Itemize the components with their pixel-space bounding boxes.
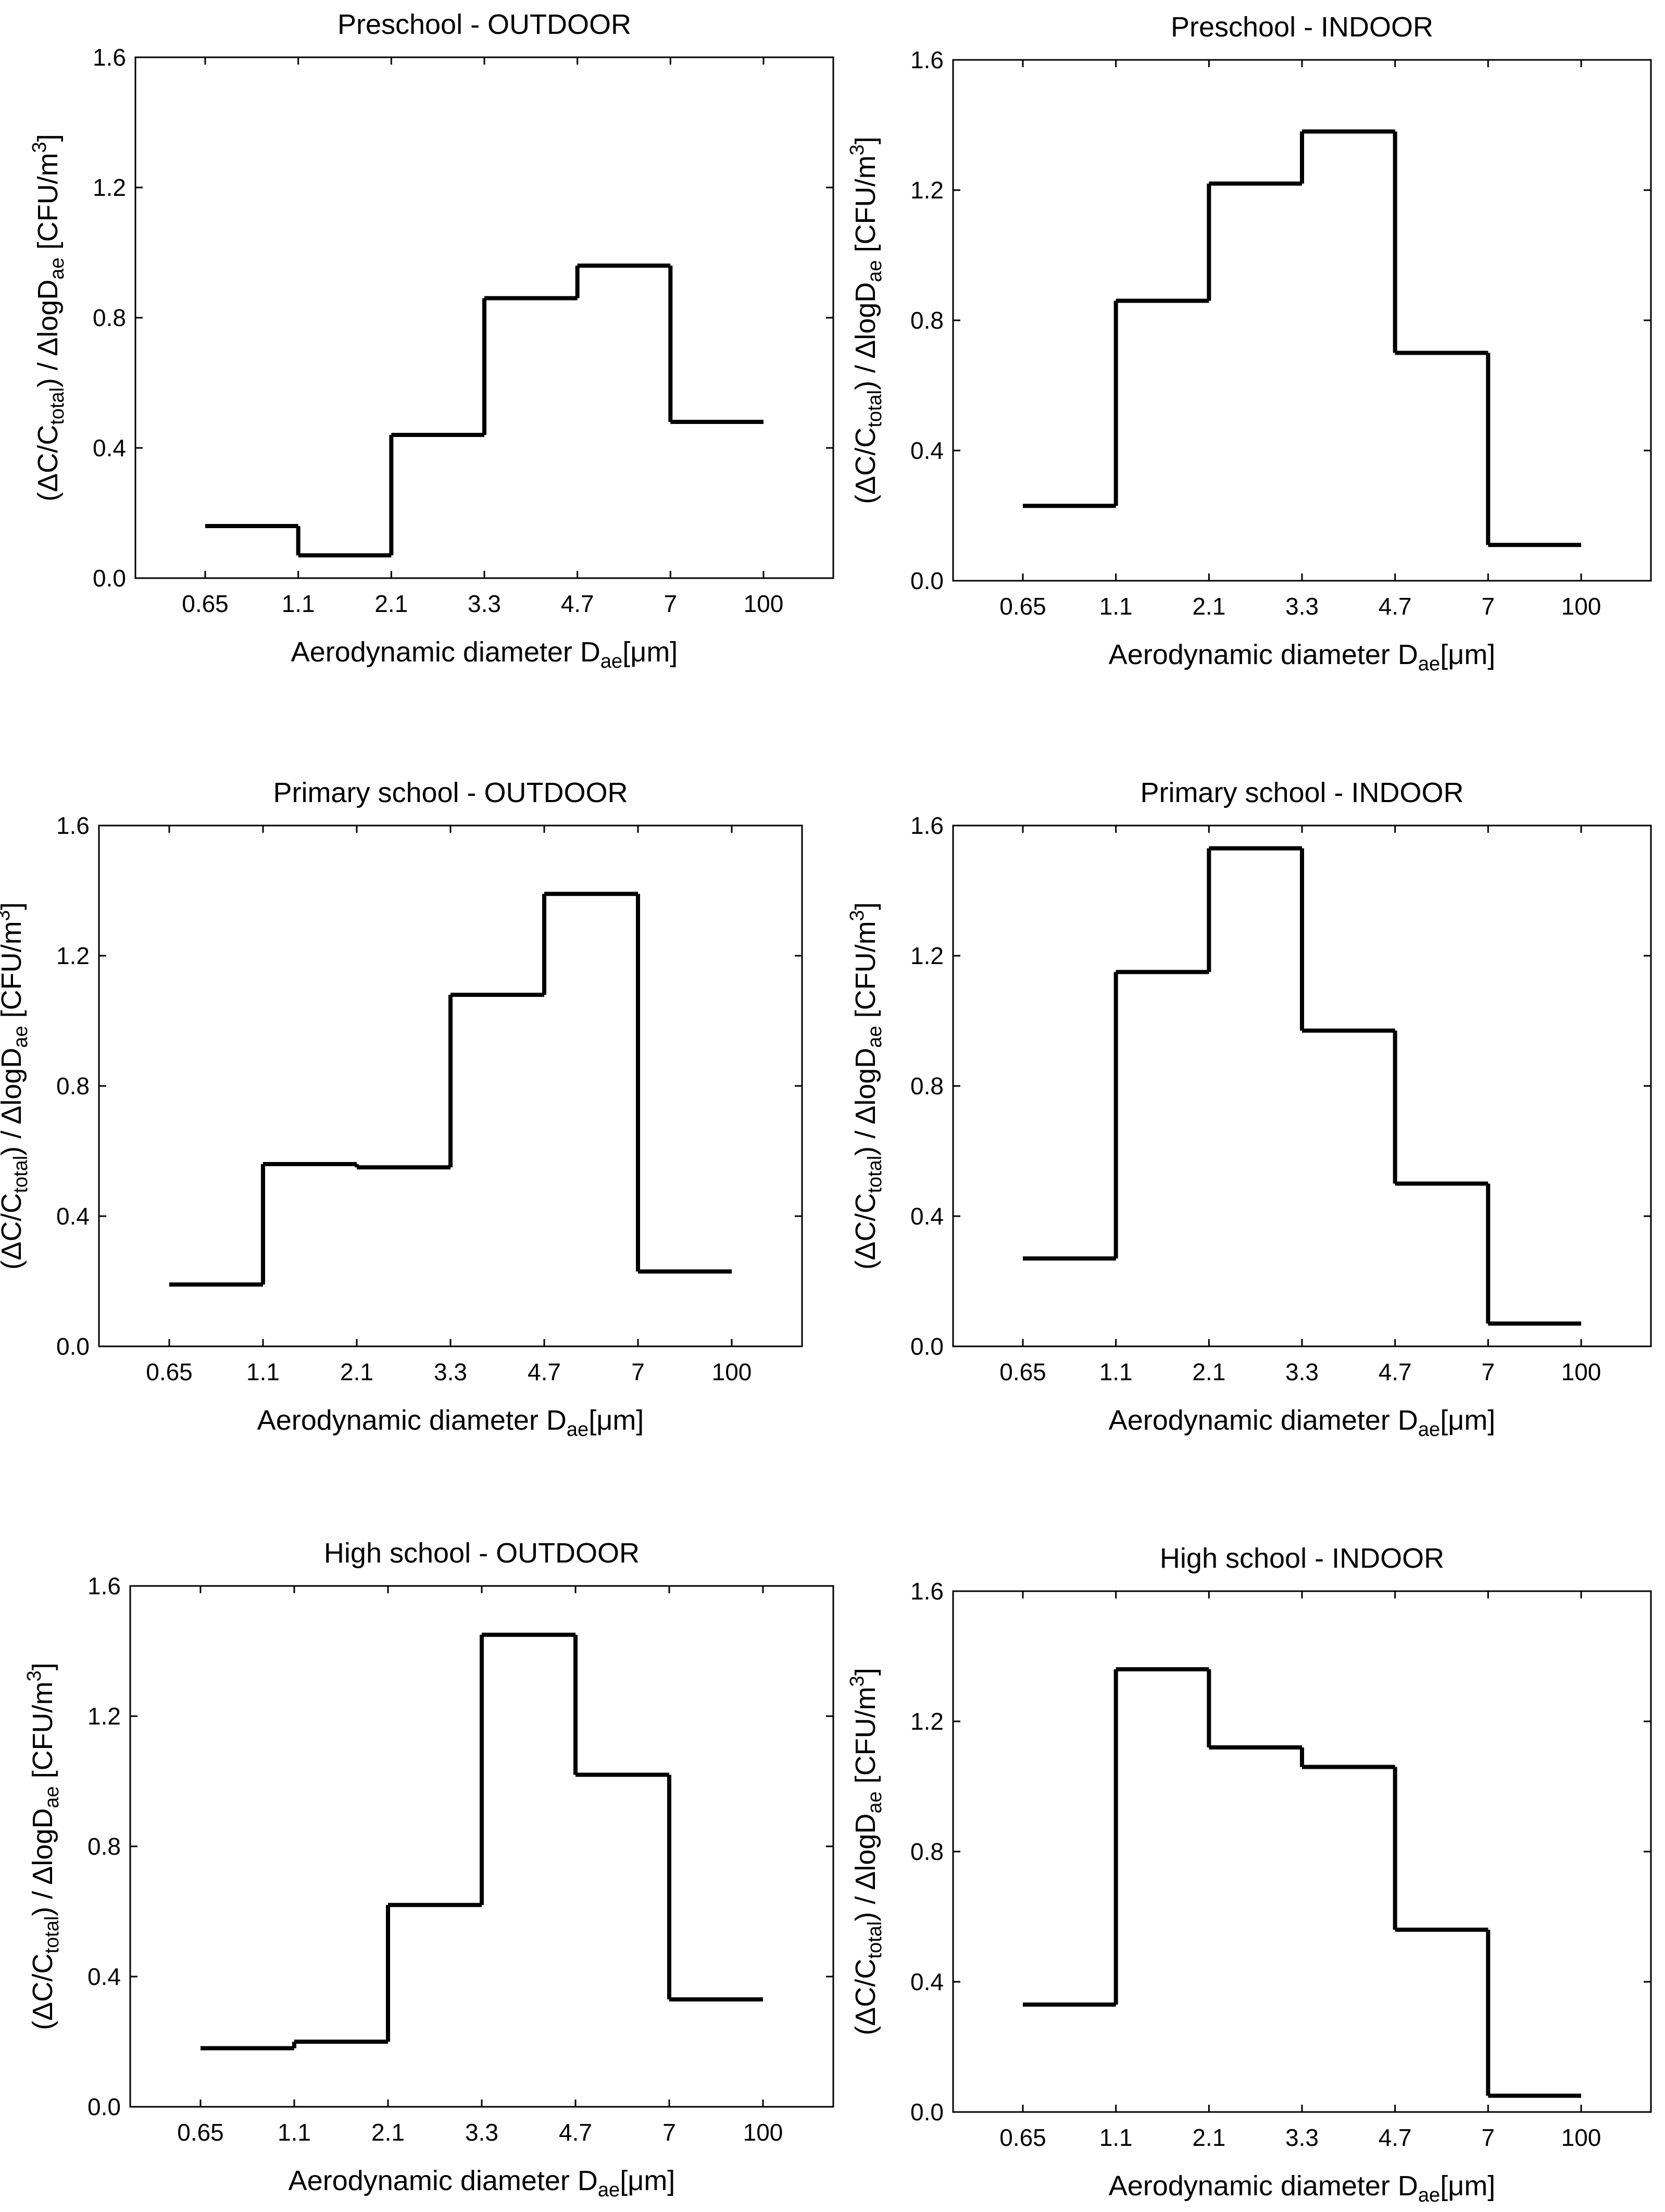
x-tick-label: 3.3	[434, 1358, 467, 1385]
x-tick-label: 7	[631, 1358, 645, 1385]
chart-title: Primary school - OUTDOOR	[273, 777, 628, 808]
chart-panel-4: Primary school - INDOOR 0.0 0.4 0.8 1.2 1.6 0.…	[846, 777, 1652, 1441]
y-tick-label: 1.6	[910, 46, 944, 73]
x-tick-label: 4.7	[1379, 593, 1412, 620]
y-tick-label: 1.2	[910, 177, 944, 204]
y-tick-label: 1.6	[910, 812, 944, 839]
y-tick-label: 1.6	[910, 1578, 944, 1605]
x-tick-label: 3.3	[465, 2119, 498, 2146]
y-tick-label: 0.4	[56, 1203, 90, 1230]
y-axis-label: (ΔC/Ctotal) / ΔlogDae [CFU/m3]	[846, 136, 886, 504]
x-tick-label: 3.3	[1285, 2124, 1319, 2151]
y-axis-label: (ΔC/Ctotal) / ΔlogDae [CFU/m3]	[846, 1668, 886, 2035]
chart-panel-3: Primary school - OUTDOOR 0.0 0.4 0.8 1.2 1.6 0…	[0, 777, 803, 1441]
chart-panel-5: High school - OUTDOOR 0.0 0.4 0.8 1.2 1.6 0.65…	[23, 1538, 834, 2201]
x-tick-label: 7	[664, 590, 678, 617]
y-tick-label: 0.0	[910, 1333, 944, 1360]
x-tick-label: 4.7	[528, 1358, 561, 1385]
x-tick-label: 3.3	[1285, 593, 1319, 620]
x-tick-label: 7	[1482, 1358, 1495, 1385]
x-tick-label: 100	[744, 590, 784, 617]
x-tick-label: 100	[743, 2119, 783, 2146]
x-tick-label: 100	[1561, 593, 1601, 620]
x-tick-label: 7	[662, 2119, 676, 2146]
y-tick-label: 0.0	[910, 2098, 944, 2126]
x-axis-label: Aerodynamic diameter Dae[μm]	[1109, 2170, 1496, 2206]
y-tick-label: 0.8	[910, 1838, 944, 1865]
x-tick-label: 0.65	[182, 590, 229, 617]
x-tick-label: 2.1	[1192, 593, 1225, 620]
x-tick-label: 3.3	[1285, 1358, 1319, 1385]
chart-panel-1: Preschool - OUTDOOR 0.0 0.4 0.8 1.2 1.6 0.65 1.…	[29, 9, 834, 672]
x-tick-label: 4.7	[1379, 2124, 1412, 2151]
x-tick-label: 1.1	[246, 1358, 280, 1385]
x-tick-label: 0.65	[999, 593, 1046, 620]
x-tick-label: 2.1	[371, 2119, 405, 2146]
y-tick-label: 1.2	[87, 1703, 121, 1730]
x-tick-label: 0.65	[177, 2119, 224, 2146]
x-tick-label: 100	[1561, 2124, 1601, 2151]
x-tick-label: 0.65	[999, 1358, 1046, 1385]
y-tick-label: 0.4	[910, 437, 944, 464]
x-tick-label: 2.1	[340, 1358, 373, 1385]
y-tick-label: 0.8	[910, 1072, 944, 1099]
y-axis-label: (ΔC/Ctotal) / ΔlogDae [CFU/m3]	[0, 902, 32, 1269]
chart-title: High school - OUTDOOR	[324, 1538, 640, 1569]
chart-panel-6: High school - INDOOR 0.0 0.4 0.8 1.2 1.6 0.65 1…	[846, 1543, 1652, 2206]
x-tick-label: 1.1	[1099, 593, 1133, 620]
x-tick-label: 4.7	[559, 2119, 592, 2146]
x-axis-label: Aerodynamic diameter Dae[μm]	[291, 636, 678, 672]
y-tick-label: 1.2	[56, 942, 90, 969]
y-axis-label: (ΔC/Ctotal) / ΔlogDae [CFU/m3]	[23, 1663, 63, 2030]
y-tick-label: 1.2	[93, 174, 126, 201]
y-tick-label: 0.0	[93, 565, 126, 592]
y-tick-label: 0.8	[93, 304, 126, 331]
y-tick-label: 0.4	[93, 434, 126, 461]
chart-title: Preschool - INDOOR	[1171, 11, 1433, 43]
y-tick-label: 0.0	[56, 1333, 90, 1360]
x-tick-label: 1.1	[278, 2119, 311, 2146]
x-tick-label: 4.7	[561, 590, 594, 617]
x-tick-label: 2.1	[1192, 1358, 1225, 1385]
chart-title: High school - INDOOR	[1160, 1543, 1444, 1574]
x-tick-label: 2.1	[1192, 2124, 1225, 2151]
y-axis-label: (ΔC/Ctotal) / ΔlogDae [CFU/m3]	[29, 134, 68, 501]
x-tick-label: 100	[1561, 1358, 1601, 1385]
chart-panel-2: Preschool - INDOOR 0.0 0.4 0.8 1.2 1.6 0.65 1.1…	[846, 11, 1652, 675]
y-tick-label: 1.6	[93, 44, 126, 71]
x-tick-label: 4.7	[1379, 1358, 1412, 1385]
y-axis-label: (ΔC/Ctotal) / ΔlogDae [CFU/m3]	[846, 902, 886, 1269]
chart-title: Primary school - INDOOR	[1140, 777, 1463, 808]
x-tick-label: 0.65	[999, 2124, 1046, 2151]
y-tick-label: 0.0	[87, 2093, 121, 2120]
x-tick-label: 0.65	[146, 1358, 193, 1385]
x-tick-label: 7	[1482, 2124, 1495, 2151]
plot-frame	[952, 1590, 1652, 2113]
x-axis-label: Aerodynamic diameter Dae[μm]	[257, 1405, 644, 1441]
y-tick-label: 0.0	[910, 567, 944, 594]
y-tick-label: 0.4	[87, 1963, 121, 1990]
x-tick-label: 2.1	[374, 590, 408, 617]
x-tick-label: 100	[712, 1358, 752, 1385]
y-tick-label: 1.6	[56, 812, 90, 839]
x-axis-label: Aerodynamic diameter Dae[μm]	[289, 2165, 675, 2201]
y-tick-label: 0.4	[910, 1203, 944, 1230]
x-axis-label: Aerodynamic diameter Dae[μm]	[1109, 1405, 1496, 1441]
x-tick-label: 1.1	[282, 590, 315, 617]
y-tick-label: 0.8	[87, 1833, 121, 1860]
y-tick-label: 1.6	[87, 1572, 121, 1599]
chart-title: Preschool - OUTDOOR	[337, 9, 631, 40]
y-tick-label: 0.4	[910, 1968, 944, 1995]
y-tick-label: 0.8	[910, 307, 944, 334]
y-tick-label: 0.8	[56, 1072, 90, 1099]
x-tick-label: 3.3	[468, 590, 501, 617]
y-tick-label: 1.2	[910, 1708, 944, 1735]
x-tick-label: 1.1	[1099, 1358, 1133, 1385]
x-axis-label: Aerodynamic diameter Dae[μm]	[1109, 639, 1496, 675]
x-tick-label: 7	[1482, 593, 1495, 620]
x-tick-label: 1.1	[1099, 2124, 1133, 2151]
y-tick-label: 1.2	[910, 942, 944, 969]
